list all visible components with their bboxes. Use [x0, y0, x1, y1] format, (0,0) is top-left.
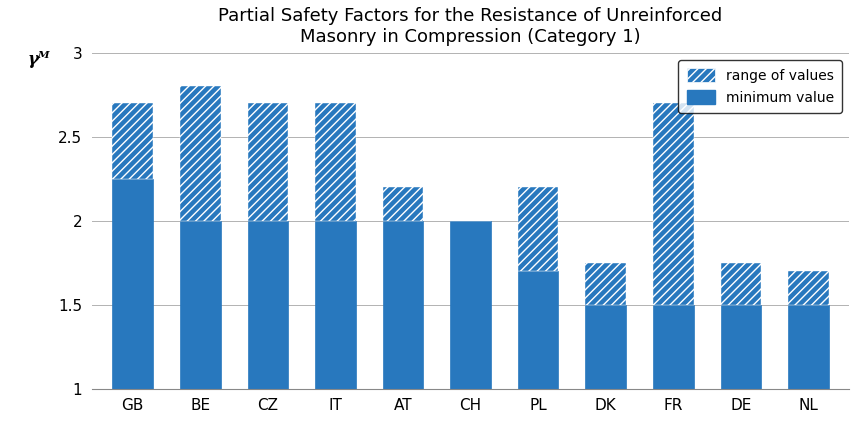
Bar — [450, 221, 490, 389]
Bar — [788, 271, 829, 305]
Bar — [180, 221, 221, 389]
Bar — [315, 103, 356, 221]
Bar — [112, 179, 153, 389]
Bar — [653, 305, 693, 389]
Bar — [247, 221, 288, 389]
Legend: range of values, minimum value: range of values, minimum value — [679, 60, 842, 113]
Bar — [247, 103, 288, 221]
Bar — [653, 103, 693, 305]
Bar — [383, 221, 424, 389]
Text: γᴹ: γᴹ — [27, 51, 50, 69]
Bar — [383, 187, 424, 221]
Bar — [518, 187, 558, 271]
Bar — [112, 103, 153, 179]
Bar — [586, 305, 626, 389]
Bar — [721, 305, 761, 389]
Bar — [788, 305, 829, 389]
Bar — [518, 271, 558, 389]
Bar — [586, 263, 626, 305]
Bar — [180, 87, 221, 221]
Title: Partial Safety Factors for the Resistance of Unreinforced
Masonry in Compression: Partial Safety Factors for the Resistanc… — [218, 7, 722, 46]
Bar — [721, 263, 761, 305]
Bar — [315, 221, 356, 389]
